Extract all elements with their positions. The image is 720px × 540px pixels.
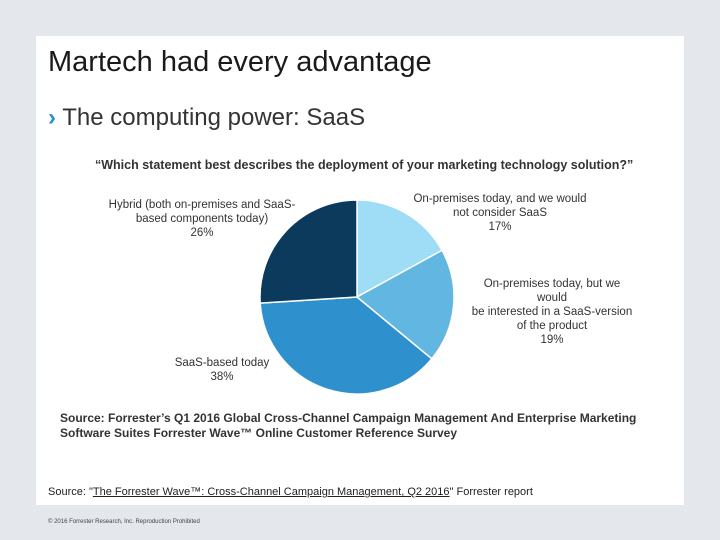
bullet-text: The computing power: SaaS <box>62 104 366 131</box>
pie-slice <box>355 249 455 360</box>
slice-value: 17% <box>488 221 512 233</box>
slice-category: On-premises today, but we would be inter… <box>471 278 633 332</box>
source-link[interactable]: The Forrester Wave™: Cross-Channel Campa… <box>92 486 450 498</box>
source-note: Source: "The Forrester Wave™: Cross-Chan… <box>48 486 533 498</box>
slice-category: SaaS-based today <box>174 357 270 369</box>
slice-label: SaaS-based today 38% <box>175 356 270 384</box>
pie-slice <box>259 296 433 395</box>
pie-slice <box>259 199 358 304</box>
slice-category: Hybrid (both on-premises and SaaS- based… <box>108 199 296 225</box>
slice-value: 19% <box>540 334 564 346</box>
slice-category: On-premises today, and we would not cons… <box>413 193 587 219</box>
slice-value: 26% <box>190 227 214 239</box>
bullet-icon: › <box>48 104 56 131</box>
chart-title: “Which statement best describes the depl… <box>95 158 634 172</box>
source-prefix: Source: " <box>48 486 93 498</box>
bullet: › The computing power: SaaS <box>48 104 365 132</box>
slice-label: On-premises today, but we would be inter… <box>468 277 636 347</box>
slice-label: Hybrid (both on-premises and SaaS- based… <box>109 198 296 240</box>
chart-source: Source: Forrester’s Q1 2016 Global Cross… <box>60 411 637 440</box>
source-suffix: " Forrester report <box>449 486 533 498</box>
pie-slice <box>356 199 444 299</box>
slide-title: Martech had every advantage <box>48 46 432 78</box>
slice-label: On-premises today, and we would not cons… <box>413 192 586 234</box>
copyright: © 2016 Forrester Research, Inc. Reproduc… <box>48 519 200 525</box>
slice-value: 38% <box>210 371 234 383</box>
